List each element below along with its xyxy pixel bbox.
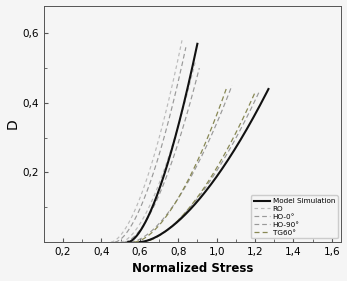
X-axis label: Normalized Stress: Normalized Stress: [132, 262, 253, 275]
Y-axis label: D: D: [6, 118, 19, 129]
Legend: Model Simulation, RO, HO-0°, HO-90°, TG60°: Model Simulation, RO, HO-0°, HO-90°, TG6…: [251, 195, 338, 238]
